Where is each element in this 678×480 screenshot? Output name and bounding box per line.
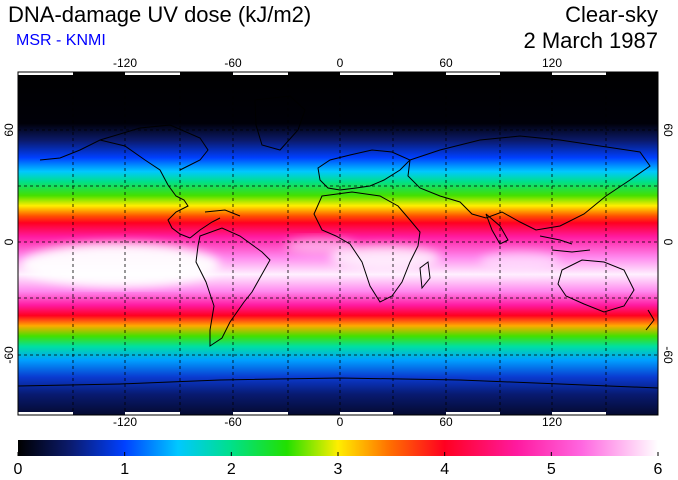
lon-label-bottom-4: 60 bbox=[439, 415, 453, 429]
colorbar-tick-label: 6 bbox=[654, 461, 663, 478]
colorbar-gradient bbox=[18, 440, 658, 456]
lon-label-bottom-2: -60 bbox=[224, 415, 242, 429]
date-label: 2 March 1987 bbox=[523, 28, 658, 53]
lon-label-bottom-1: -120 bbox=[113, 415, 137, 429]
graticule bbox=[18, 72, 658, 415]
axis-frame-segments bbox=[18, 72, 606, 415]
colorbar-ticks bbox=[17, 452, 659, 456]
lon-label-bottom-5: 120 bbox=[542, 415, 562, 429]
colorbar-tick-label: 3 bbox=[334, 461, 343, 478]
lon-label-top-5: 120 bbox=[542, 56, 562, 70]
lon-label-top-4: 60 bbox=[439, 56, 453, 70]
lat-label-right-2: 0 bbox=[661, 239, 675, 246]
source-label: MSR - KNMI bbox=[16, 32, 106, 49]
map-title: DNA-damage UV dose (kJ/m2) bbox=[8, 2, 312, 27]
lat-label-left-3: -60 bbox=[2, 346, 16, 364]
lon-label-top-2: -60 bbox=[224, 56, 242, 70]
colorbar-tick-label: 1 bbox=[120, 461, 129, 478]
colorbar-tick-label: 0 bbox=[14, 461, 23, 478]
map-border bbox=[17, 71, 659, 416]
lon-label-top-1: -120 bbox=[113, 56, 137, 70]
colorbar-tick-label: 5 bbox=[547, 461, 556, 478]
lon-label-top-3: 0 bbox=[337, 56, 344, 70]
colorbar-tick-labels: 0 1 2 3 4 5 6 bbox=[14, 461, 663, 478]
colorbar-tick-label: 2 bbox=[227, 461, 236, 478]
coastlines bbox=[17, 95, 659, 389]
lat-label-left-1: 60 bbox=[2, 123, 16, 137]
lat-label-right-1: 60 bbox=[661, 123, 675, 137]
lon-label-bottom-3: 0 bbox=[337, 415, 344, 429]
lat-label-right-3: -60 bbox=[661, 346, 675, 364]
sky-condition-label: Clear-sky bbox=[565, 2, 658, 27]
uv-field bbox=[18, 72, 658, 415]
colorbar-tick-label: 4 bbox=[440, 461, 449, 478]
lat-label-left-2: 0 bbox=[2, 238, 16, 245]
